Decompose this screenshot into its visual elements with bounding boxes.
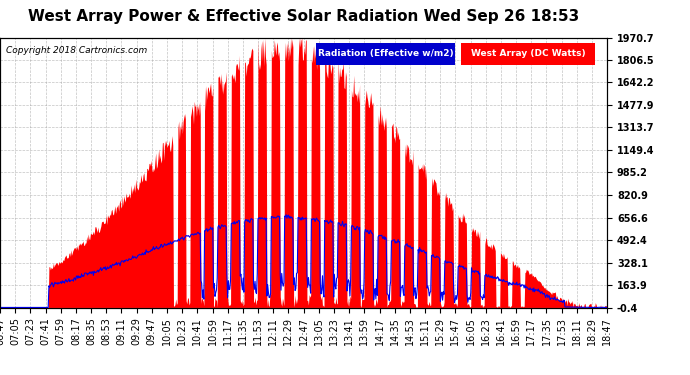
FancyBboxPatch shape — [462, 43, 595, 64]
Text: West Array Power & Effective Solar Radiation Wed Sep 26 18:53: West Array Power & Effective Solar Radia… — [28, 9, 579, 24]
Text: Radiation (Effective w/m2): Radiation (Effective w/m2) — [318, 49, 453, 58]
FancyBboxPatch shape — [316, 43, 455, 64]
Text: West Array (DC Watts): West Array (DC Watts) — [471, 49, 586, 58]
Text: Copyright 2018 Cartronics.com: Copyright 2018 Cartronics.com — [6, 46, 148, 55]
